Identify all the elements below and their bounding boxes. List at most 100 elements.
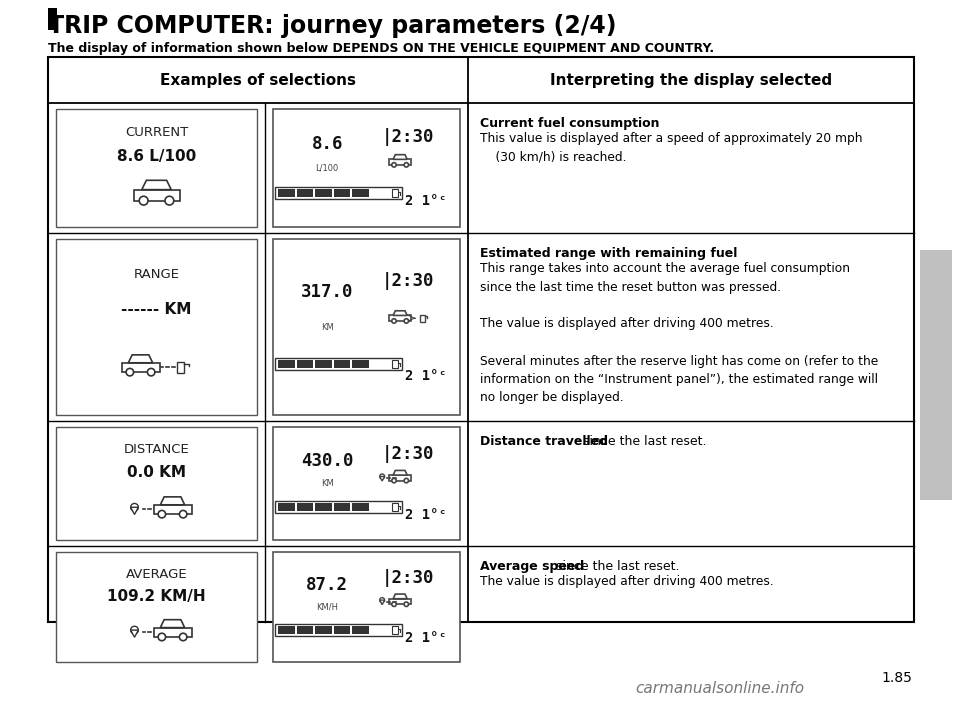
Text: Interpreting the display selected: Interpreting the display selected bbox=[550, 72, 832, 87]
Bar bbox=[389, 475, 411, 481]
Bar bbox=[393, 626, 398, 634]
Bar bbox=[315, 189, 331, 197]
Bar bbox=[275, 358, 402, 370]
Bar bbox=[278, 503, 295, 511]
Text: 2 1°ᶜ: 2 1°ᶜ bbox=[405, 369, 447, 383]
Polygon shape bbox=[160, 620, 184, 628]
Text: 8.6: 8.6 bbox=[311, 136, 343, 153]
Circle shape bbox=[404, 479, 409, 483]
Text: Average speed: Average speed bbox=[480, 560, 585, 573]
Text: This value is displayed after a speed of approximately 20 mph
    (30 km/h) is r: This value is displayed after a speed of… bbox=[480, 132, 862, 163]
Circle shape bbox=[158, 510, 166, 518]
Bar bbox=[48, 8, 57, 30]
Bar bbox=[133, 190, 180, 201]
Text: 430.0: 430.0 bbox=[301, 452, 353, 470]
Polygon shape bbox=[394, 471, 407, 475]
Circle shape bbox=[126, 368, 133, 376]
Text: KM/H: KM/H bbox=[316, 603, 338, 611]
Circle shape bbox=[148, 368, 155, 376]
Circle shape bbox=[131, 503, 138, 511]
Text: 2 1°ᶜ: 2 1°ᶜ bbox=[405, 194, 447, 208]
Bar bbox=[315, 503, 331, 511]
Text: L/100: L/100 bbox=[316, 163, 339, 173]
Text: ------ KM: ------ KM bbox=[121, 302, 192, 317]
Circle shape bbox=[404, 319, 409, 323]
Circle shape bbox=[180, 633, 187, 640]
Circle shape bbox=[392, 319, 396, 323]
Polygon shape bbox=[394, 594, 407, 599]
Bar bbox=[333, 189, 350, 197]
Text: 2 1°ᶜ: 2 1°ᶜ bbox=[405, 630, 447, 645]
Bar bbox=[273, 427, 460, 540]
Circle shape bbox=[380, 598, 385, 603]
Bar bbox=[56, 552, 257, 662]
Text: KM: KM bbox=[321, 322, 334, 332]
Text: |2:30: |2:30 bbox=[382, 129, 435, 146]
Bar bbox=[275, 624, 402, 636]
Bar bbox=[273, 109, 460, 227]
Bar bbox=[352, 360, 369, 368]
Bar bbox=[154, 505, 191, 514]
Bar bbox=[275, 187, 402, 199]
Text: Estimated range with remaining fuel: Estimated range with remaining fuel bbox=[480, 247, 737, 260]
Text: The value is displayed after driving 400 metres.: The value is displayed after driving 400… bbox=[480, 575, 774, 588]
Bar bbox=[333, 360, 350, 368]
Bar bbox=[389, 315, 411, 321]
Text: Examples of selections: Examples of selections bbox=[160, 72, 356, 87]
Text: The display of information shown below DEPENDS ON THE VEHICLE EQUIPMENT AND COUN: The display of information shown below D… bbox=[48, 42, 714, 55]
Bar bbox=[315, 360, 331, 368]
Bar bbox=[48, 57, 914, 622]
Circle shape bbox=[392, 163, 396, 167]
Polygon shape bbox=[131, 630, 138, 638]
Polygon shape bbox=[129, 355, 153, 363]
Text: 2 1°ᶜ: 2 1°ᶜ bbox=[405, 508, 447, 522]
Polygon shape bbox=[394, 155, 407, 159]
Text: CURRENT: CURRENT bbox=[125, 126, 188, 139]
Circle shape bbox=[404, 163, 409, 167]
Circle shape bbox=[392, 479, 396, 483]
Circle shape bbox=[180, 510, 187, 518]
Bar bbox=[393, 360, 398, 368]
Circle shape bbox=[131, 626, 138, 634]
Text: RANGE: RANGE bbox=[133, 268, 180, 280]
Text: Distance travelled: Distance travelled bbox=[480, 435, 608, 448]
Bar bbox=[56, 239, 257, 415]
Bar bbox=[56, 427, 257, 540]
Bar bbox=[275, 501, 402, 513]
Bar bbox=[315, 626, 331, 634]
Bar bbox=[273, 552, 460, 662]
Bar bbox=[154, 628, 191, 637]
Polygon shape bbox=[380, 600, 385, 605]
Text: 87.2: 87.2 bbox=[306, 576, 348, 594]
Bar bbox=[297, 503, 313, 511]
Bar bbox=[56, 109, 257, 227]
Polygon shape bbox=[380, 476, 385, 481]
Text: KM: KM bbox=[321, 479, 334, 488]
Bar bbox=[352, 189, 369, 197]
Text: AVERAGE: AVERAGE bbox=[126, 567, 187, 581]
Polygon shape bbox=[131, 507, 138, 515]
Bar bbox=[920, 250, 952, 500]
Bar bbox=[297, 626, 313, 634]
Text: |2:30: |2:30 bbox=[382, 272, 435, 290]
Circle shape bbox=[380, 474, 385, 479]
Text: |2:30: |2:30 bbox=[382, 445, 435, 463]
Bar bbox=[420, 315, 424, 322]
Circle shape bbox=[165, 196, 174, 205]
Bar bbox=[177, 362, 184, 373]
Text: TRIP COMPUTER: journey parameters (2/4): TRIP COMPUTER: journey parameters (2/4) bbox=[48, 14, 616, 38]
Text: 1.85: 1.85 bbox=[881, 671, 912, 685]
Polygon shape bbox=[160, 497, 184, 505]
Bar bbox=[393, 503, 398, 511]
Text: carmanualsonline.info: carmanualsonline.info bbox=[636, 681, 804, 696]
Circle shape bbox=[404, 602, 409, 606]
Circle shape bbox=[392, 602, 396, 606]
Text: 0.0 KM: 0.0 KM bbox=[127, 465, 186, 480]
Bar bbox=[297, 360, 313, 368]
Text: This range takes into account the average fuel consumption
since the last time t: This range takes into account the averag… bbox=[480, 262, 878, 405]
Text: 109.2 KM/H: 109.2 KM/H bbox=[108, 589, 205, 603]
Bar bbox=[122, 363, 159, 372]
Bar bbox=[352, 626, 369, 634]
Text: 317.0: 317.0 bbox=[301, 283, 353, 301]
Bar bbox=[278, 360, 295, 368]
